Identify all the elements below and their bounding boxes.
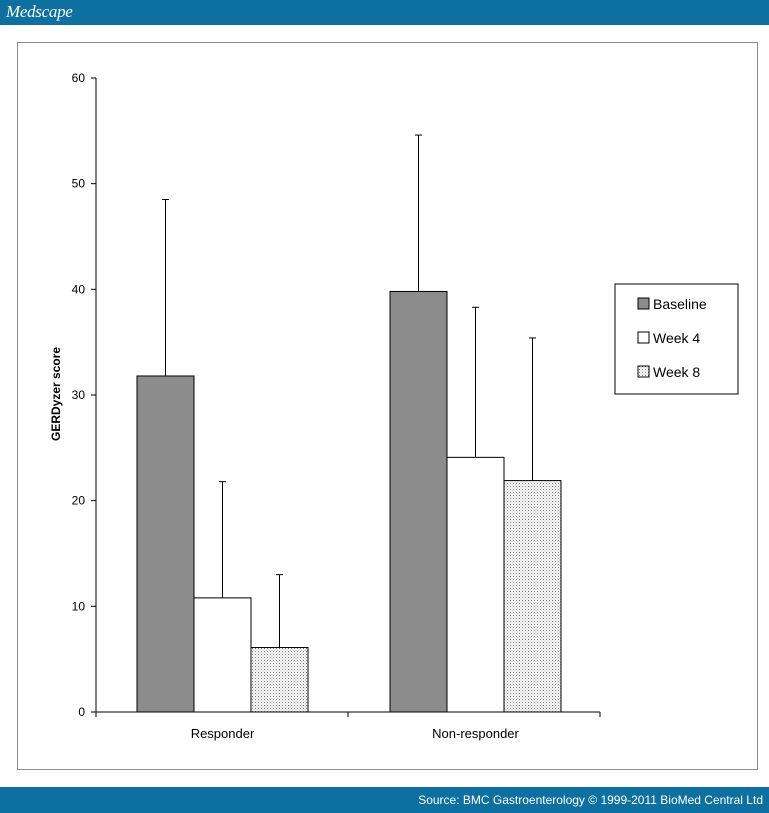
medscape-logo[interactable]: Medscape <box>6 2 73 21</box>
bar <box>193 597 252 713</box>
x-category-label: Non-responder <box>432 726 519 741</box>
bar <box>389 290 448 713</box>
legend-label: Baseline <box>653 296 707 312</box>
y-tick-label: 10 <box>72 599 86 613</box>
legend: Baseline Week 4 Week 8 <box>614 283 739 395</box>
legend-box <box>614 283 739 395</box>
y-axis-label: GERDyzer score <box>49 347 63 441</box>
top-banner: Medscape <box>0 0 769 25</box>
plot-area: 0 10 20 30 40 50 60 Responder Non-responder <box>72 71 601 741</box>
bottom-banner: Source: BMC Gastroenterology © 1999-2011… <box>0 787 769 813</box>
bar <box>503 480 562 713</box>
legend-swatch <box>637 365 650 378</box>
legend-label: Week 8 <box>653 364 700 380</box>
y-tick-label: 50 <box>72 177 86 191</box>
source-credit: Source: BMC Gastroenterology © 1999-2011… <box>418 793 763 807</box>
y-tick-label: 60 <box>72 71 86 85</box>
x-category-label: Responder <box>191 726 255 741</box>
y-tick-label: 0 <box>78 705 85 719</box>
bar <box>136 375 195 713</box>
legend-swatch <box>637 297 650 310</box>
bar <box>250 647 309 713</box>
bar <box>446 456 505 713</box>
y-tick-label: 40 <box>72 282 86 296</box>
y-tick-label: 20 <box>72 494 86 508</box>
legend-label: Week 4 <box>653 330 700 346</box>
legend-swatch <box>637 331 650 344</box>
y-tick-label: 30 <box>72 388 86 402</box>
